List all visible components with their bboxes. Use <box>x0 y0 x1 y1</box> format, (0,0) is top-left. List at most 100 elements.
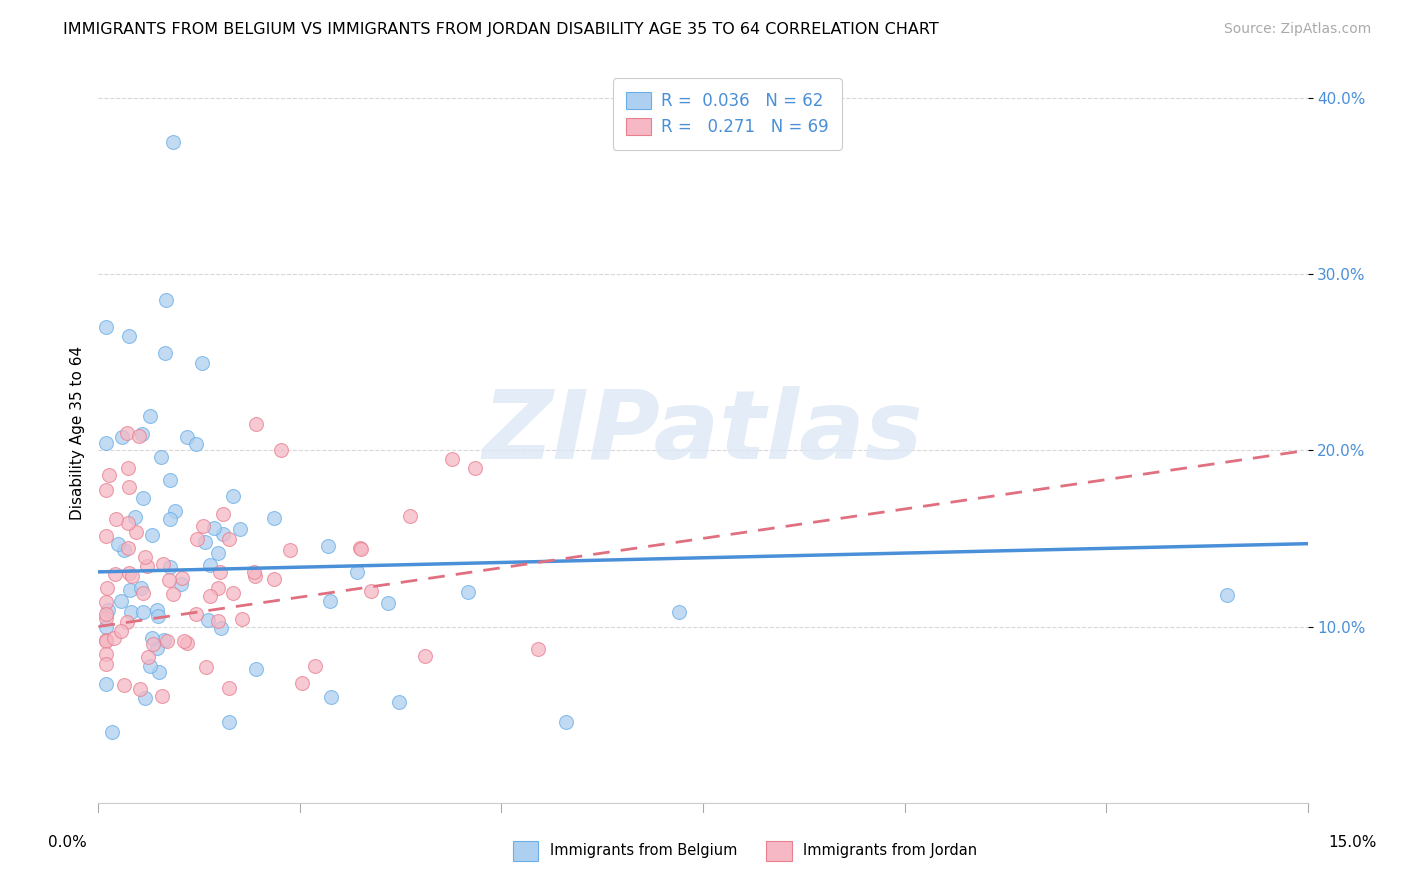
Point <box>97 603 120 617</box>
Text: IMMIGRANTS FROM BELGIUM VS IMMIGRANTS FROM JORDAN DISABILITY AGE 35 TO 64 CORREL: IMMIGRANTS FROM BELGIUM VS IMMIGRANTS FR… <box>63 22 939 37</box>
Point <box>218 532 240 546</box>
Point <box>96 633 118 648</box>
Point <box>115 425 138 440</box>
Point <box>110 594 132 608</box>
Point <box>194 535 217 549</box>
Point <box>360 584 382 599</box>
Point <box>221 586 243 600</box>
Point <box>117 460 139 475</box>
Point <box>139 659 162 673</box>
Point <box>211 526 233 541</box>
Point <box>527 642 550 657</box>
Point <box>142 637 165 651</box>
Point <box>132 605 155 619</box>
Point <box>209 621 232 635</box>
Point <box>134 691 156 706</box>
Point <box>464 461 486 475</box>
Text: Immigrants from Jordan: Immigrants from Jordan <box>803 844 977 858</box>
Point <box>191 518 214 533</box>
Point <box>118 480 141 494</box>
Point <box>120 605 142 619</box>
Point <box>291 675 314 690</box>
Point <box>202 520 225 534</box>
Point <box>207 581 229 595</box>
Point <box>110 624 132 638</box>
Point <box>243 569 266 583</box>
Point <box>96 620 118 634</box>
Point <box>103 631 125 645</box>
Point <box>132 585 155 599</box>
Point <box>159 473 181 487</box>
Point <box>457 584 479 599</box>
Point <box>138 650 160 665</box>
Point <box>440 452 463 467</box>
Point <box>184 607 207 621</box>
Y-axis label: Disability Age 35 to 64: Disability Age 35 to 64 <box>69 345 84 520</box>
Point <box>145 603 167 617</box>
Point <box>96 529 118 543</box>
Point <box>115 615 138 630</box>
Point <box>555 714 578 729</box>
Point <box>118 582 141 597</box>
Point <box>132 491 155 506</box>
Point <box>218 715 240 730</box>
Point <box>118 566 141 580</box>
Point <box>136 558 159 573</box>
Point <box>139 409 162 423</box>
Point <box>96 611 118 625</box>
Point <box>263 572 285 586</box>
Point <box>229 522 252 536</box>
Point <box>118 328 141 343</box>
Point <box>96 657 118 671</box>
Point <box>117 516 139 530</box>
Point <box>157 573 180 587</box>
Point <box>231 612 253 626</box>
Point <box>124 509 146 524</box>
Point <box>159 560 181 574</box>
Point <box>152 558 174 572</box>
Point <box>346 565 368 579</box>
Point <box>96 595 118 609</box>
Point <box>245 662 267 676</box>
Point <box>134 550 156 565</box>
Point <box>399 508 422 523</box>
Point <box>104 566 127 581</box>
Point <box>200 589 222 603</box>
Point <box>104 512 127 526</box>
Point <box>207 614 229 628</box>
Point <box>278 542 301 557</box>
Point <box>245 417 267 431</box>
Point <box>176 636 198 650</box>
Point <box>1216 588 1239 602</box>
Point <box>121 568 143 582</box>
Point <box>112 678 135 692</box>
Point <box>146 608 169 623</box>
Point <box>107 537 129 551</box>
Point <box>148 665 170 679</box>
Point <box>173 633 195 648</box>
Point <box>304 658 326 673</box>
Point <box>165 504 187 518</box>
Text: Immigrants from Belgium: Immigrants from Belgium <box>550 844 737 858</box>
Point <box>263 510 285 524</box>
Legend: R =  0.036   N = 62, R =   0.271   N = 69: R = 0.036 N = 62, R = 0.271 N = 69 <box>613 78 842 150</box>
Point <box>388 695 411 709</box>
Point <box>155 346 177 360</box>
Point <box>141 528 163 542</box>
Point <box>270 443 292 458</box>
Point <box>162 135 184 149</box>
Point <box>112 543 135 558</box>
Point <box>128 681 150 696</box>
Point <box>152 632 174 647</box>
Point <box>186 532 208 546</box>
Point <box>150 689 173 703</box>
Point <box>96 647 118 661</box>
Point <box>207 546 229 560</box>
Point <box>170 571 193 585</box>
Point <box>96 319 118 334</box>
Point <box>117 541 139 555</box>
Point <box>208 565 231 579</box>
Point <box>141 631 163 645</box>
Point <box>155 293 177 308</box>
Point <box>156 634 179 648</box>
